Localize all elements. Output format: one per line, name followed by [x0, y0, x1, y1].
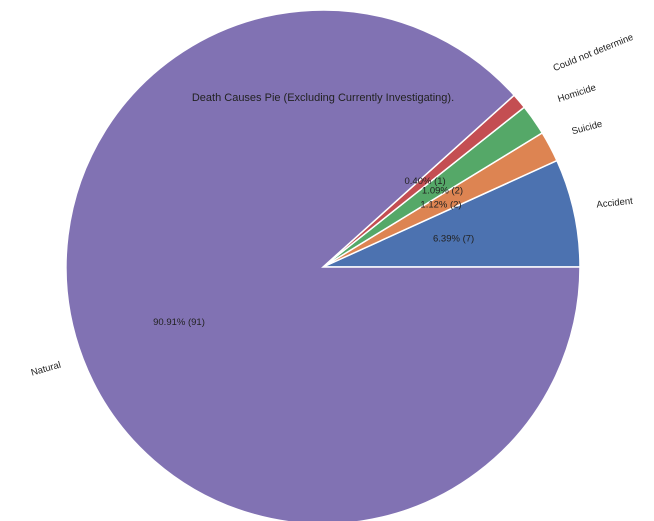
pie-slice-natural [65, 9, 581, 521]
percent-label-suicide: 1.12% (2) [420, 199, 461, 210]
category-label-could-not-determine: Could not determine [552, 32, 635, 74]
category-label-homicide: Homicide [556, 82, 597, 105]
percent-label-could-not-determine: 0.40% (1) [405, 176, 446, 187]
category-label-natural: Natural [30, 360, 62, 379]
chart-title: Death Causes Pie (Excluding Currently In… [192, 92, 454, 104]
percent-label-natural: 90.91% (91) [153, 317, 205, 328]
pie-slices [65, 9, 581, 521]
percent-label-accident: 6.39% (7) [433, 234, 474, 245]
category-label-accident: Accident [596, 196, 634, 211]
percent-labels: 6.39% (7) 1.12% (2) 1.09% (2)0.40% (1) 90.9… [153, 176, 474, 328]
pie-slice-accident [322, 159, 581, 268]
percent-label-homicide: 1.09% (2) [422, 185, 463, 196]
category-label-suicide: Suicide [571, 119, 604, 138]
